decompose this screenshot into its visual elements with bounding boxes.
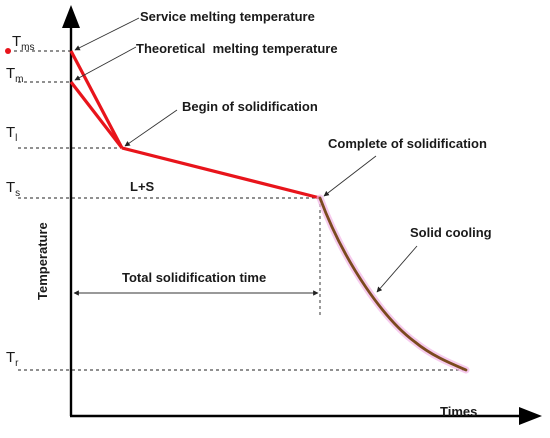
service-melting-leader: [74, 17, 140, 51]
y-axis-arrowhead: [62, 5, 80, 28]
tick-label-tr: Tr: [6, 349, 19, 369]
solid-cooling-segment: [318, 196, 468, 372]
x-axis-arrowhead: [519, 407, 542, 425]
begin-solidification-leader: [124, 109, 178, 147]
service-cooling-segment: [69, 50, 124, 149]
begin-solidification-label: Begin of solidification: [182, 99, 318, 114]
theoretical-melting-label: Theoretical melting temperature: [136, 41, 338, 56]
complete-solidification-label: Complete of solidification: [328, 136, 487, 151]
service-melting-label: Service melting temperature: [140, 9, 315, 24]
tick-label-tm: Tm: [6, 65, 24, 85]
tick-label-tl: Tl: [6, 124, 17, 144]
total-time-label: Total solidification time: [122, 270, 266, 285]
tick-label-ts: Ts: [6, 179, 20, 199]
theoretical-melting-leader: [74, 46, 137, 81]
solid-cooling-leader: [376, 245, 418, 293]
complete-solidification-leader: [323, 155, 377, 197]
solid-cooling-glow: [316, 194, 470, 374]
mushy-zone-label: L+S: [130, 179, 155, 194]
service-temperature-marker: [5, 48, 11, 54]
tick-label-tms: Tms: [12, 33, 35, 53]
solid-cooling-label: Solid cooling: [410, 225, 492, 240]
y-axis-label: Temperature: [35, 222, 50, 300]
x-axis-label: Times: [440, 404, 477, 419]
theoretical-cooling-segment: [69, 81, 124, 149]
mushy-zone-segment: [121, 146, 321, 200]
